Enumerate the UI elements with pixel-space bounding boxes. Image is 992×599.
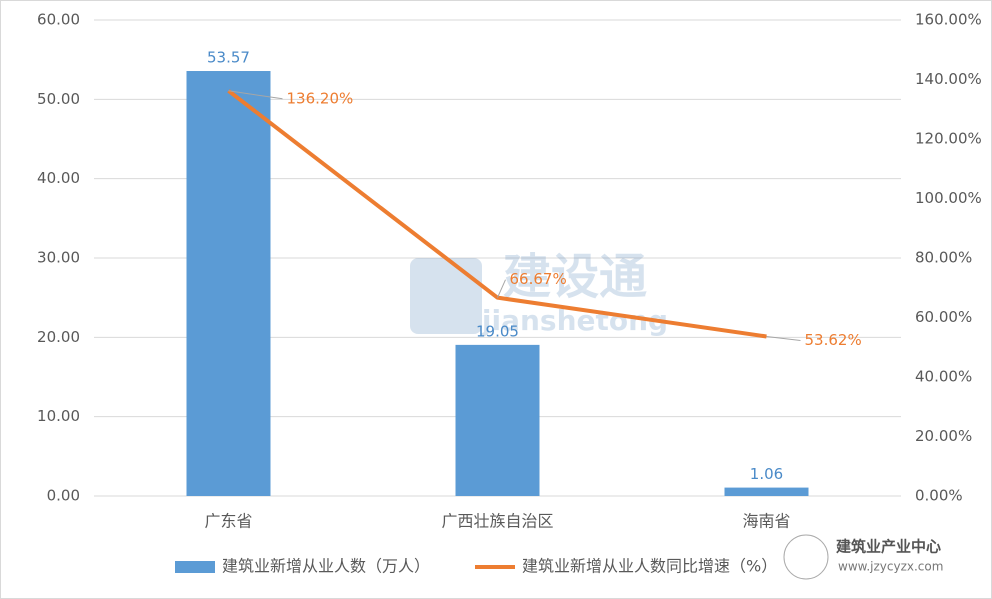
x-tick-label: 海南省 [742, 512, 790, 531]
y-tick-label: 0.00 [47, 487, 80, 505]
logo-title: 建筑业产业中心 [836, 538, 941, 556]
data-label: 136.20% [287, 89, 354, 107]
legend-label: 建筑业新增从业人数（万人） [222, 557, 430, 576]
y2-tick-label: 140.00% [915, 70, 982, 88]
data-label: 53.57 [207, 49, 250, 67]
y-tick-label: 30.00 [37, 249, 80, 267]
watermark-title: 建设通 [503, 249, 647, 305]
bar [724, 487, 809, 496]
data-label: 1.06 [750, 465, 783, 483]
logo: 建筑业产业中心 www.jzycyzx.com [783, 534, 943, 580]
y2-tick-label: 60.00% [915, 308, 972, 326]
logo-url: www.jzycyzx.com [838, 560, 943, 574]
y-tick-label: 20.00 [37, 328, 80, 346]
y2-tick-label: 120.00% [915, 130, 982, 148]
leader-line [766, 335, 801, 341]
leader-line [228, 90, 283, 100]
y-tick-label: 60.00 [37, 11, 80, 29]
data-label: 66.67% [510, 270, 567, 288]
bar [455, 344, 540, 496]
y2-tick-label: 40.00% [915, 368, 972, 386]
x-tick-label: 广东省 [204, 512, 252, 531]
data-label: 19.05 [476, 322, 519, 340]
y2-tick-label: 0.00% [915, 487, 963, 505]
y2-tick-label: 100.00% [915, 189, 982, 207]
line [227, 89, 767, 339]
legend-swatch [175, 561, 215, 573]
y-tick-label: 10.00 [37, 407, 80, 425]
y2-tick-label: 160.00% [915, 11, 982, 29]
y2-tick-label: 80.00% [915, 249, 972, 267]
x-tick-label: 广西壮族自治区 [441, 512, 553, 531]
y-tick-label: 40.00 [37, 169, 80, 187]
logo-icon [783, 534, 829, 580]
bar [186, 71, 271, 497]
data-label: 53.62% [805, 331, 862, 349]
y2-tick-label: 20.00% [915, 427, 972, 445]
leader-line [497, 279, 506, 298]
legend-label: 建筑业新增从业人数同比增速（%） [522, 557, 777, 576]
y-tick-label: 50.00 [37, 90, 80, 108]
watermark-icon [410, 258, 482, 334]
